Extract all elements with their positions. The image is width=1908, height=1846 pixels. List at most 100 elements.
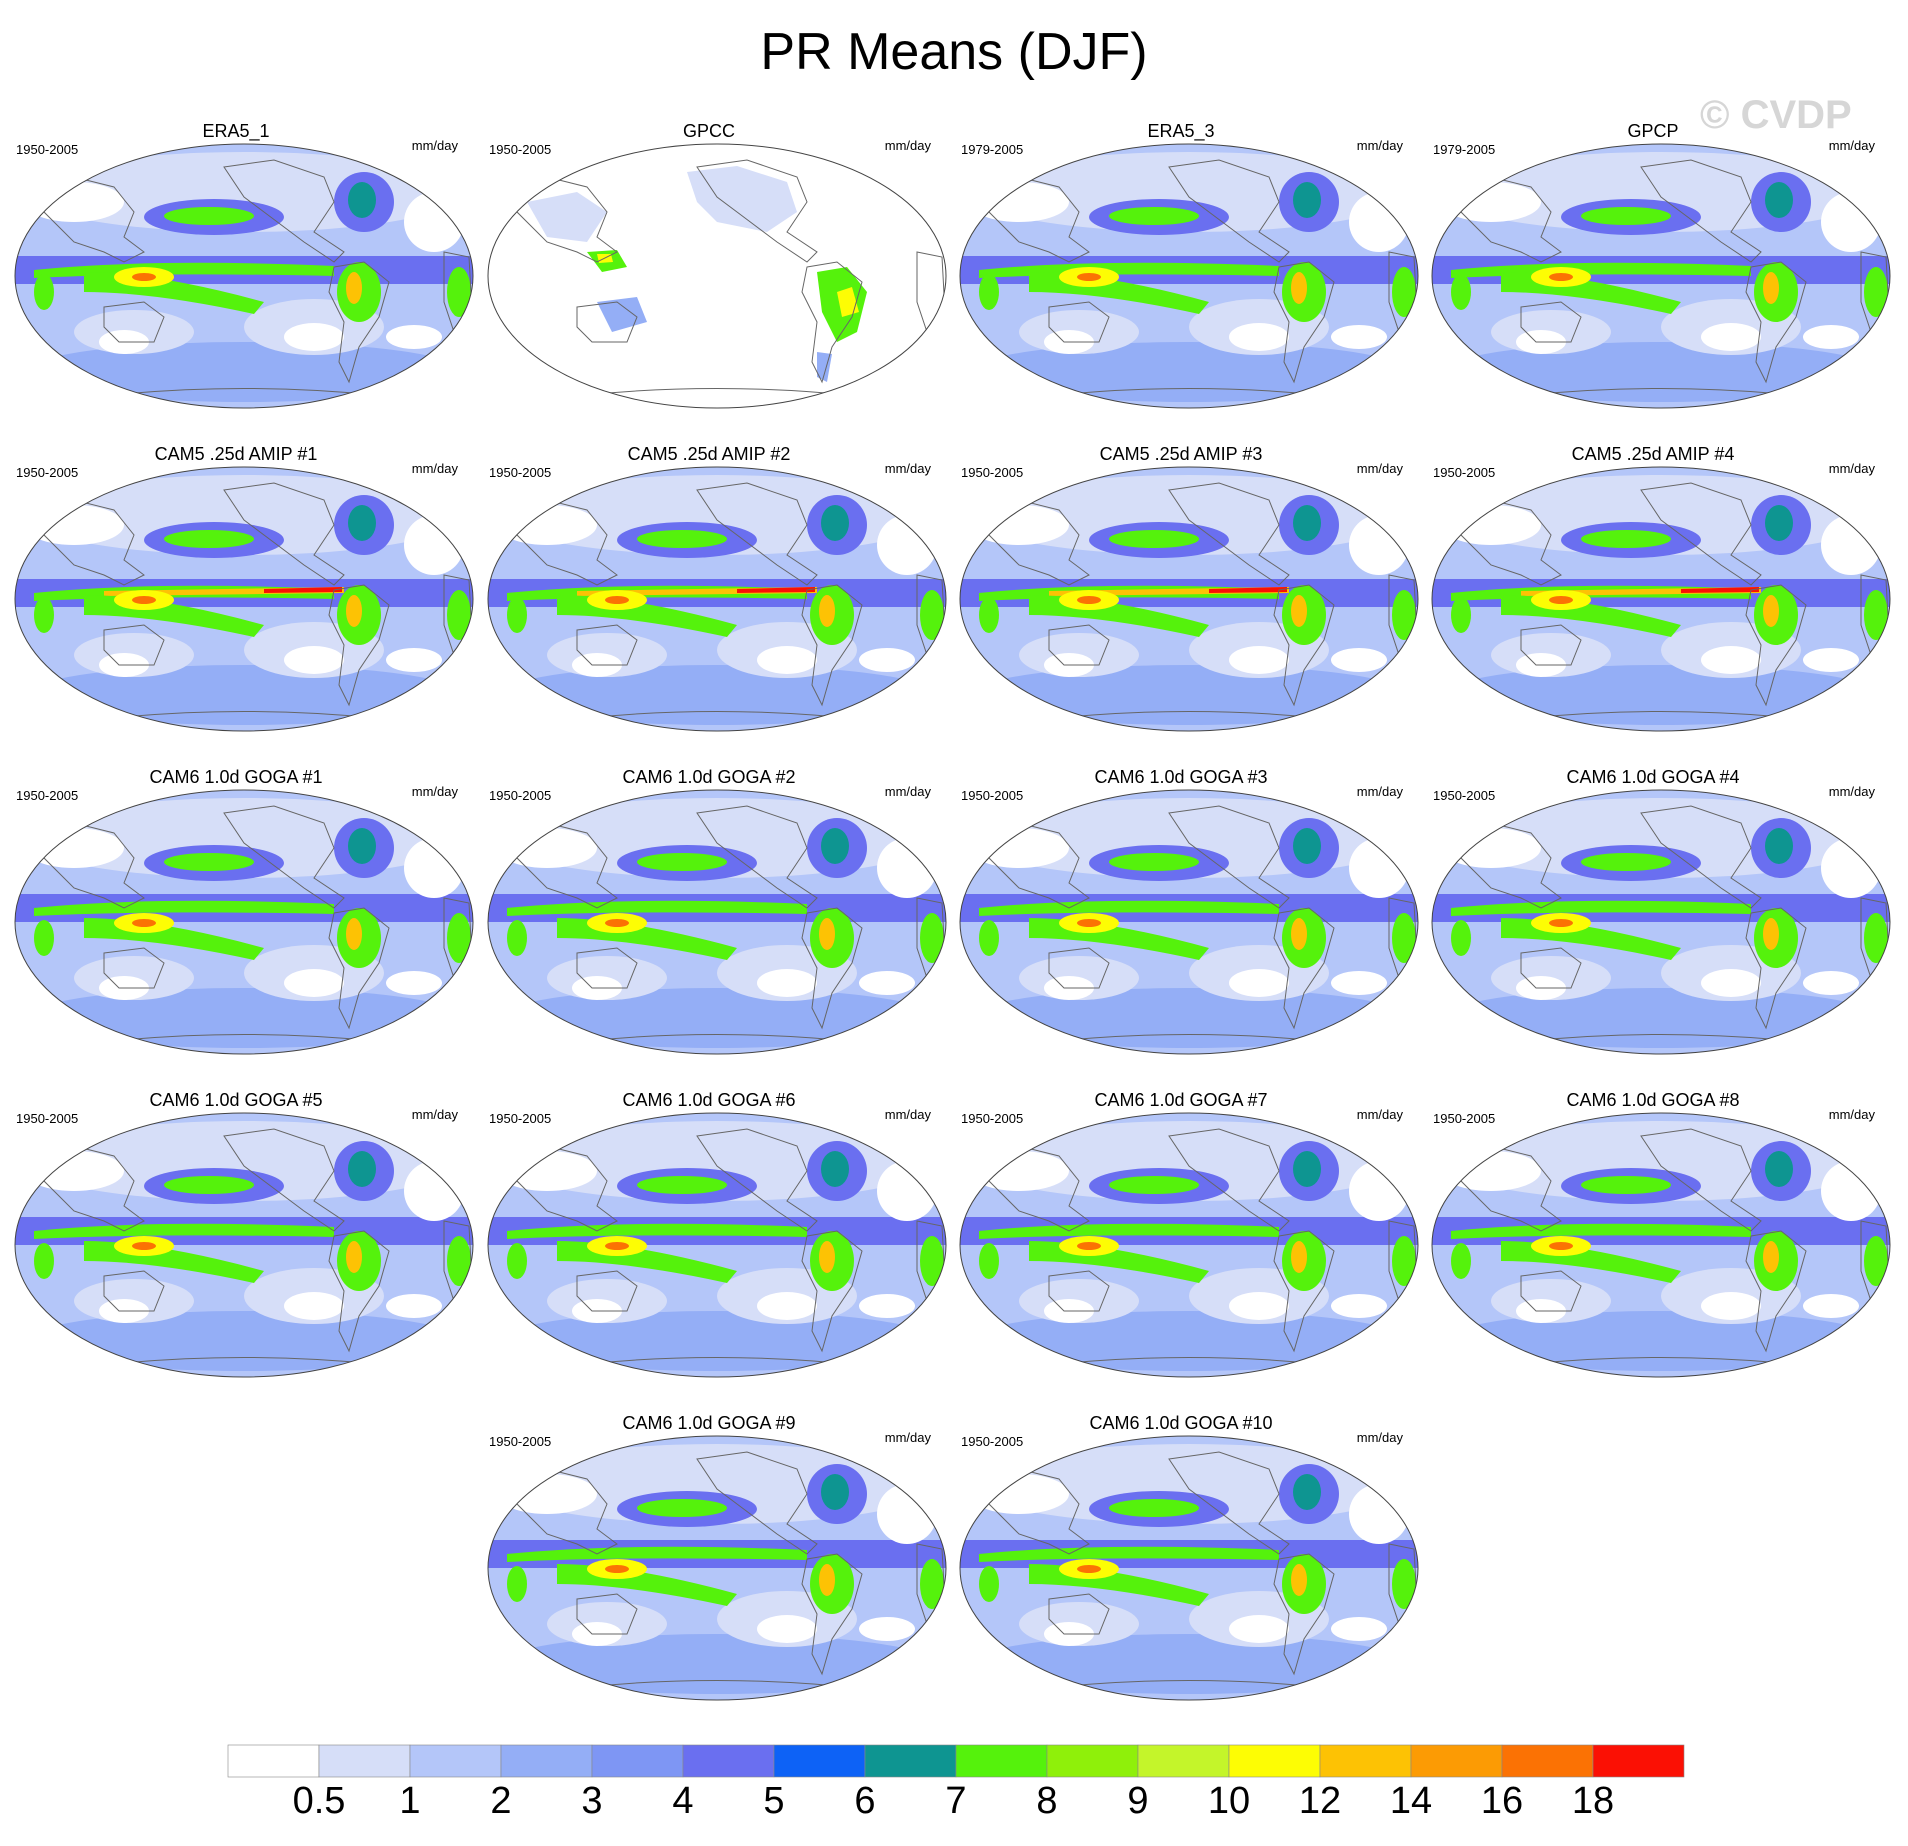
colorbar-label: 0.5 <box>293 1780 346 1822</box>
panel-title: CAM6 1.0d GOGA #10 <box>1089 1413 1273 1433</box>
panel-units: mm/day <box>1356 784 1403 799</box>
colorbar-swatch <box>227 1744 320 1778</box>
panel-units: mm/day <box>1828 138 1875 153</box>
map-boundary <box>959 1435 1419 1701</box>
map-boundary <box>959 789 1419 1055</box>
precip-map <box>1431 466 1891 732</box>
panel-title: CAM6 1.0d GOGA #1 <box>149 767 323 787</box>
map-panel: CAM6 1.0d GOGA #3 1950-2005 mm/day <box>945 766 1419 1086</box>
colorbar-swatch <box>773 1744 866 1778</box>
colorbar-swatch <box>1046 1744 1139 1778</box>
panel-period: 1950-2005 <box>961 1111 1024 1126</box>
panel-units: mm/day <box>1356 138 1403 153</box>
precip-map <box>487 143 947 409</box>
panel-units: mm/day <box>1828 461 1875 476</box>
panel-units: mm/day <box>411 1107 458 1122</box>
colorbar-label: 7 <box>945 1780 966 1822</box>
colorbar-label: 8 <box>1036 1780 1057 1822</box>
panel-period: 1979-2005 <box>961 142 1024 157</box>
map-panel: CAM5 .25d AMIP #4 1950-2005 mm/day <box>1417 443 1891 763</box>
colorbar-swatch <box>1501 1744 1594 1778</box>
precip-map <box>959 143 1419 409</box>
panel-period: 1950-2005 <box>961 788 1024 803</box>
map-boundary <box>14 789 474 1055</box>
colorbar-label: 2 <box>490 1780 511 1822</box>
panel-title: CAM5 .25d AMIP #1 <box>154 444 318 464</box>
panel-units: mm/day <box>1828 1107 1875 1122</box>
map-boundary <box>959 143 1419 409</box>
map-panel: CAM6 1.0d GOGA #8 1950-2005 mm/day <box>1417 1089 1891 1409</box>
colorbar-swatch <box>318 1744 411 1778</box>
panel-units: mm/day <box>411 461 458 476</box>
map-boundary <box>1431 466 1891 732</box>
precip-map <box>487 1112 947 1378</box>
colorbar-label: 10 <box>1208 1780 1250 1822</box>
figure-title: PR Means (DJF) <box>760 23 1148 81</box>
colorbar-label: 18 <box>1572 1780 1614 1822</box>
cvdp-watermark: © CVDP <box>1700 93 1852 137</box>
colorbar-swatch <box>682 1744 775 1778</box>
panel-period: 1950-2005 <box>16 465 79 480</box>
map-panel: CAM6 1.0d GOGA #5 1950-2005 mm/day <box>0 1089 474 1409</box>
panel-units: mm/day <box>884 138 931 153</box>
panel-title: CAM5 .25d AMIP #2 <box>627 444 791 464</box>
panel-period: 1950-2005 <box>16 788 79 803</box>
panel-units: mm/day <box>884 1430 931 1445</box>
panel-units: mm/day <box>884 1107 931 1122</box>
map-boundary <box>1431 789 1891 1055</box>
map-boundary <box>487 1112 947 1378</box>
map-boundary <box>14 466 474 732</box>
map-panel: GPCP 1979-2005 mm/day <box>1417 120 1891 440</box>
panel-period: 1950-2005 <box>489 788 552 803</box>
map-panel: CAM6 1.0d GOGA #4 1950-2005 mm/day <box>1417 766 1891 1086</box>
colorbar-swatch <box>1228 1744 1321 1778</box>
panel-units: mm/day <box>1828 784 1875 799</box>
colorbar-swatch <box>864 1744 957 1778</box>
panel-title: CAM6 1.0d GOGA #9 <box>622 1413 796 1433</box>
panel-units: mm/day <box>411 784 458 799</box>
colorbar-label: 6 <box>854 1780 875 1822</box>
panel-units: mm/day <box>884 461 931 476</box>
panel-units: mm/day <box>1356 1107 1403 1122</box>
map-panel: ERA5_1 1950-2005 mm/day <box>0 120 474 440</box>
precip-map <box>14 143 474 409</box>
panel-period: 1950-2005 <box>16 1111 79 1126</box>
map-boundary <box>1431 1112 1891 1378</box>
map-boundary <box>487 1435 947 1701</box>
colorbar-swatch <box>409 1744 502 1778</box>
panel-period: 1950-2005 <box>489 1111 552 1126</box>
panel-period: 1950-2005 <box>489 142 552 157</box>
colorbar-swatch <box>591 1744 684 1778</box>
panel-title: CAM6 1.0d GOGA #8 <box>1566 1090 1740 1110</box>
precip-map <box>959 1435 1419 1701</box>
precip-map <box>487 1435 947 1701</box>
panel-title: CAM6 1.0d GOGA #3 <box>1094 767 1268 787</box>
colorbar-label: 12 <box>1299 1780 1341 1822</box>
colorbar-swatch <box>500 1744 593 1778</box>
panel-title: ERA5_1 <box>202 121 270 141</box>
map-boundary <box>14 1112 474 1378</box>
precip-map <box>959 1112 1419 1378</box>
map-boundary <box>959 1112 1419 1378</box>
map-boundary <box>487 143 947 409</box>
precip-map <box>959 466 1419 732</box>
panel-period: 1950-2005 <box>489 1434 552 1449</box>
map-panel: CAM6 1.0d GOGA #1 1950-2005 mm/day <box>0 766 474 1086</box>
colorbar-label: 5 <box>763 1780 784 1822</box>
precip-map <box>487 466 947 732</box>
panel-period: 1950-2005 <box>1433 788 1496 803</box>
panel-period: 1979-2005 <box>1433 142 1496 157</box>
panel-units: mm/day <box>411 138 458 153</box>
colorbar-swatch <box>1592 1744 1685 1778</box>
colorbar-swatch <box>1410 1744 1503 1778</box>
map-boundary <box>959 466 1419 732</box>
map-panel: ERA5_3 1979-2005 mm/day <box>945 120 1419 440</box>
map-panel: GPCC 1950-2005 mm/day <box>473 120 947 440</box>
panel-title: CAM6 1.0d GOGA #6 <box>622 1090 796 1110</box>
colorbar-label: 16 <box>1481 1780 1523 1822</box>
map-panel: CAM6 1.0d GOGA #9 1950-2005 mm/day <box>473 1412 947 1732</box>
map-boundary <box>1431 143 1891 409</box>
panel-title: ERA5_3 <box>1147 121 1215 141</box>
colorbar-swatch <box>955 1744 1048 1778</box>
panel-period: 1950-2005 <box>1433 465 1496 480</box>
